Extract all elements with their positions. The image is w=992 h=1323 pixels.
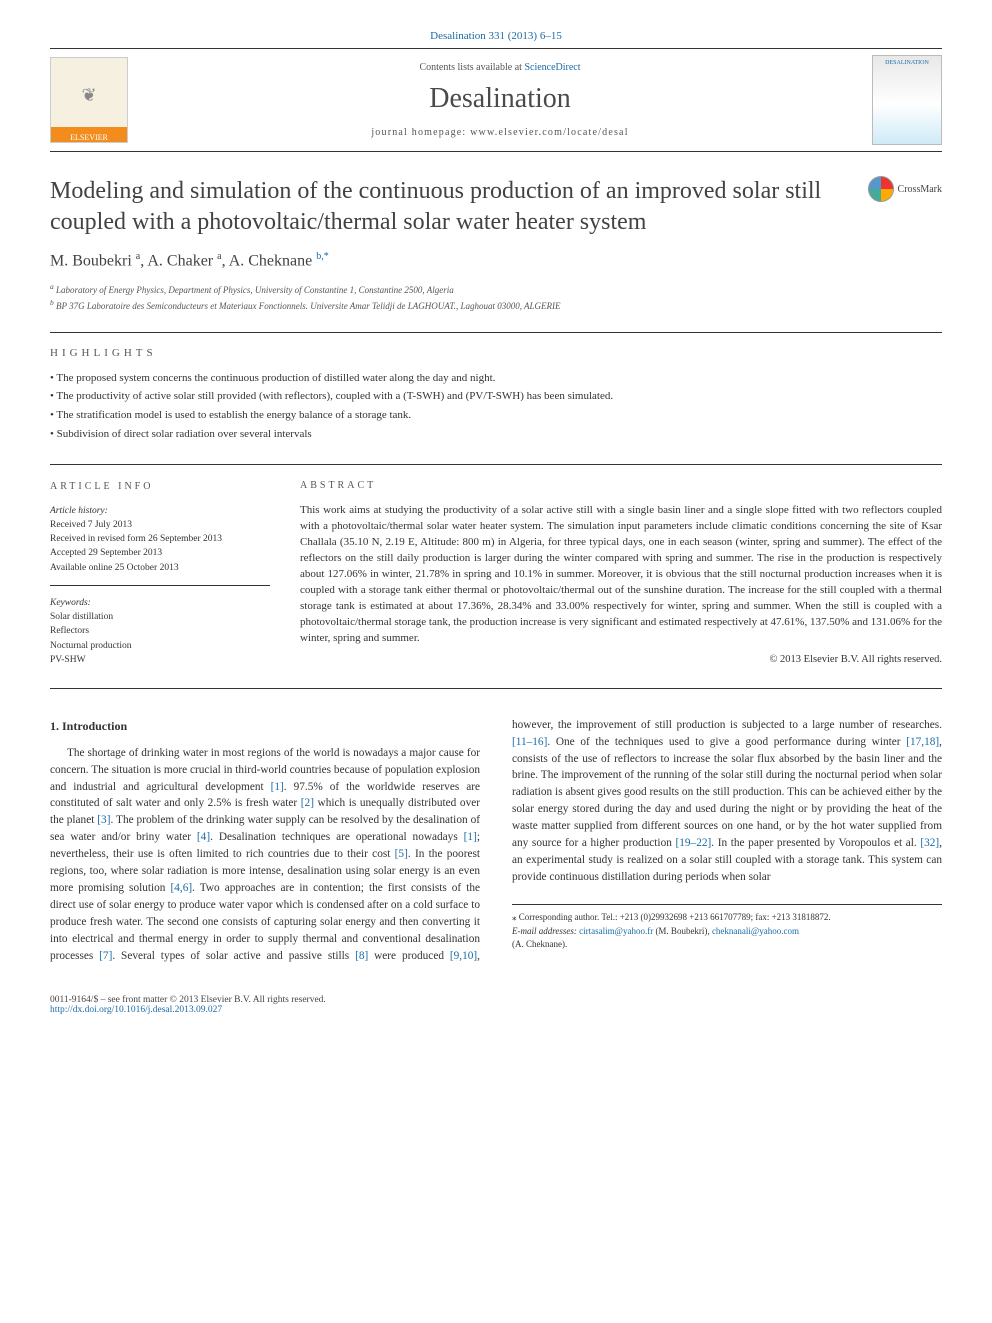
corresponding-author: ⁎ Corresponding author. Tel.: +213 (0)29… <box>512 904 942 952</box>
highlight-item: The proposed system concerns the continu… <box>50 369 942 388</box>
contents-prefix: Contents lists available at <box>419 62 524 73</box>
keywords-label: Keywords: <box>50 598 91 608</box>
ref-link[interactable]: [5] <box>395 848 408 860</box>
journal-reference: Desalination 331 (2013) 6–15 <box>50 30 942 42</box>
affil-b-mark: b <box>50 298 54 307</box>
ref-link[interactable]: [4] <box>197 831 210 843</box>
author-3-mark[interactable]: b,* <box>316 251 329 262</box>
journal-header: ❦ ELSEVIER Contents lists available at S… <box>50 48 942 152</box>
highlights-list: The proposed system concerns the continu… <box>50 369 942 444</box>
history-line: Available online 25 October 2013 <box>50 563 179 573</box>
ref-link[interactable]: [17,18] <box>906 736 939 748</box>
page-footer: 0011-9164/$ – see front matter © 2013 El… <box>50 995 942 1015</box>
keyword: Reflectors <box>50 626 89 636</box>
ref-link[interactable]: [1] <box>271 781 284 793</box>
ref-link[interactable]: [9,10] <box>450 950 477 962</box>
abstract-text: This work aims at studying the productiv… <box>300 503 942 646</box>
body-columns: 1. Introduction The shortage of drinking… <box>50 717 942 965</box>
affiliation-a: a Laboratory of Energy Physics, Departme… <box>50 281 942 298</box>
article-title: Modeling and simulation of the continuou… <box>50 176 854 237</box>
ref-link[interactable]: [8] <box>355 950 368 962</box>
abstract-heading: ABSTRACT <box>300 479 942 494</box>
author-3: A. Cheknane <box>229 253 313 270</box>
highlights-heading: HIGHLIGHTS <box>50 332 942 359</box>
crossmark-label: CrossMark <box>898 184 942 195</box>
article-info-heading: ARTICLE INFO <box>50 479 270 494</box>
history-line: Received in revised form 26 September 20… <box>50 534 222 544</box>
ref-link[interactable]: [2] <box>301 797 314 809</box>
ref-link[interactable]: [4,6] <box>170 882 192 894</box>
homepage-url[interactable]: www.elsevier.com/locate/desal <box>470 127 629 138</box>
highlight-item: The stratification model is used to esta… <box>50 406 942 425</box>
author-1: M. Boubekri <box>50 253 132 270</box>
journal-name: Desalination <box>128 83 872 115</box>
ref-link[interactable]: [11–16] <box>512 736 547 748</box>
author-1-mark: a <box>136 251 140 262</box>
doi-link[interactable]: http://dx.doi.org/10.1016/j.desal.2013.0… <box>50 1005 222 1015</box>
ref-link[interactable]: [32] <box>920 837 939 849</box>
history-label: Article history: <box>50 506 108 516</box>
homepage-label: journal homepage: <box>371 127 470 138</box>
authors-line: M. Boubekri a, A. Chaker a, A. Cheknane … <box>50 251 942 270</box>
ref-link[interactable]: [1] <box>464 831 477 843</box>
history-line: Received 7 July 2013 <box>50 520 132 530</box>
affil-a-text: Laboratory of Energy Physics, Department… <box>56 285 454 295</box>
journal-homepage: journal homepage: www.elsevier.com/locat… <box>128 127 872 138</box>
corresp-line: ⁎ Corresponding author. Tel.: +213 (0)29… <box>512 911 942 925</box>
intro-heading: 1. Introduction <box>50 717 480 735</box>
keyword: PV-SHW <box>50 655 86 665</box>
affil-a-mark: a <box>50 282 54 291</box>
abstract-rights: © 2013 Elsevier B.V. All rights reserved… <box>300 652 942 667</box>
keyword: Nocturnal production <box>50 641 132 651</box>
affiliation-b: b BP 37G Laboratoire des Semiconducteurs… <box>50 297 942 314</box>
history-line: Accepted 29 September 2013 <box>50 548 162 558</box>
sciencedirect-link[interactable]: ScienceDirect <box>524 62 580 73</box>
affiliations: a Laboratory of Energy Physics, Departme… <box>50 281 942 314</box>
highlight-item: Subdivision of direct solar radiation ov… <box>50 425 942 444</box>
crossmark-badge[interactable]: CrossMark <box>868 176 942 202</box>
author-2: A. Chaker <box>147 253 213 270</box>
elsevier-logo: ❦ ELSEVIER <box>50 57 128 143</box>
abstract: ABSTRACT This work aims at studying the … <box>300 479 942 668</box>
elsevier-tree-icon: ❦ <box>51 58 127 133</box>
journal-cover-thumb: DESALINATION <box>872 55 942 145</box>
email-link[interactable]: cirtasalim@yahoo.fr <box>579 926 653 936</box>
crossmark-icon <box>868 176 894 202</box>
author-2-mark: a <box>217 251 221 262</box>
elsevier-logo-text: ELSEVIER <box>51 133 127 142</box>
ref-link[interactable]: [7] <box>99 950 112 962</box>
email-who: (M. Boubekri) <box>655 926 707 936</box>
emails-label: E-mail addresses: <box>512 926 577 936</box>
keyword: Solar distillation <box>50 612 113 622</box>
article-info: ARTICLE INFO Article history: Received 7… <box>50 479 270 668</box>
email-link[interactable]: cheknanali@yahoo.com <box>712 926 799 936</box>
highlight-item: The productivity of active solar still p… <box>50 387 942 406</box>
contents-line: Contents lists available at ScienceDirec… <box>128 62 872 73</box>
ref-link[interactable]: [19–22] <box>676 837 712 849</box>
affil-b-text: BP 37G Laboratoire des Semiconducteurs e… <box>56 301 561 311</box>
ref-link[interactable]: [3] <box>97 814 110 826</box>
email-who: (A. Cheknane). <box>512 939 567 949</box>
front-matter-line: 0011-9164/$ – see front matter © 2013 El… <box>50 995 326 1005</box>
